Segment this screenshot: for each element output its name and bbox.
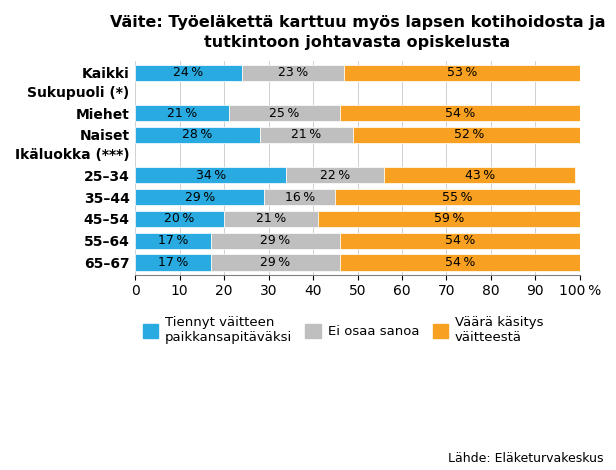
- Bar: [353, 127, 585, 143]
- Text: 16 %: 16 %: [285, 191, 315, 204]
- Bar: [335, 189, 580, 205]
- Bar: [340, 105, 580, 121]
- Bar: [344, 64, 580, 81]
- Bar: [135, 211, 224, 227]
- Bar: [286, 167, 384, 183]
- Bar: [229, 105, 340, 121]
- Text: 29 %: 29 %: [260, 234, 290, 247]
- Bar: [242, 64, 344, 81]
- Text: 53 %: 53 %: [447, 66, 477, 79]
- Bar: [135, 233, 211, 249]
- Text: 59 %: 59 %: [434, 212, 464, 226]
- Text: 29 %: 29 %: [260, 256, 290, 269]
- Bar: [135, 64, 242, 81]
- Text: Lähde: Eläketurvakeskus: Lähde: Eläketurvakeskus: [448, 452, 604, 465]
- Text: 28 %: 28 %: [182, 128, 213, 141]
- Bar: [135, 189, 264, 205]
- Text: 21 %: 21 %: [167, 107, 197, 119]
- Bar: [224, 211, 317, 227]
- Bar: [264, 189, 335, 205]
- Bar: [135, 127, 260, 143]
- Bar: [317, 211, 580, 227]
- Text: 20 %: 20 %: [164, 212, 195, 226]
- Text: 43 %: 43 %: [464, 169, 495, 182]
- Text: 17 %: 17 %: [158, 234, 188, 247]
- Bar: [211, 254, 340, 271]
- Text: 24 %: 24 %: [174, 66, 204, 79]
- Title: Väite: Työeläkettä karttuu myös lapsen kotihoidosta ja
tutkintoon johtavasta opi: Väite: Työeläkettä karttuu myös lapsen k…: [110, 15, 606, 50]
- Text: 52 %: 52 %: [453, 128, 484, 141]
- Bar: [260, 127, 353, 143]
- Text: 23 %: 23 %: [278, 66, 308, 79]
- Text: 55 %: 55 %: [442, 191, 473, 204]
- Legend: Tiennyt väitteen
paikkansapitäväksi, Ei osaa sanoa, Väärä käsitys
väitteestä: Tiennyt väitteen paikkansapitäväksi, Ei …: [137, 311, 549, 350]
- Bar: [340, 254, 580, 271]
- Text: 29 %: 29 %: [185, 191, 215, 204]
- Text: 22 %: 22 %: [320, 169, 351, 182]
- Bar: [135, 105, 229, 121]
- Bar: [135, 167, 286, 183]
- Bar: [135, 254, 211, 271]
- Text: 17 %: 17 %: [158, 256, 188, 269]
- Text: 25 %: 25 %: [269, 107, 299, 119]
- Text: 54 %: 54 %: [445, 234, 475, 247]
- Bar: [340, 233, 580, 249]
- Bar: [211, 233, 340, 249]
- Bar: [384, 167, 575, 183]
- Text: 34 %: 34 %: [196, 169, 226, 182]
- Text: 21 %: 21 %: [256, 212, 286, 226]
- Text: 21 %: 21 %: [291, 128, 322, 141]
- Text: 54 %: 54 %: [445, 256, 475, 269]
- Text: 54 %: 54 %: [445, 107, 475, 119]
